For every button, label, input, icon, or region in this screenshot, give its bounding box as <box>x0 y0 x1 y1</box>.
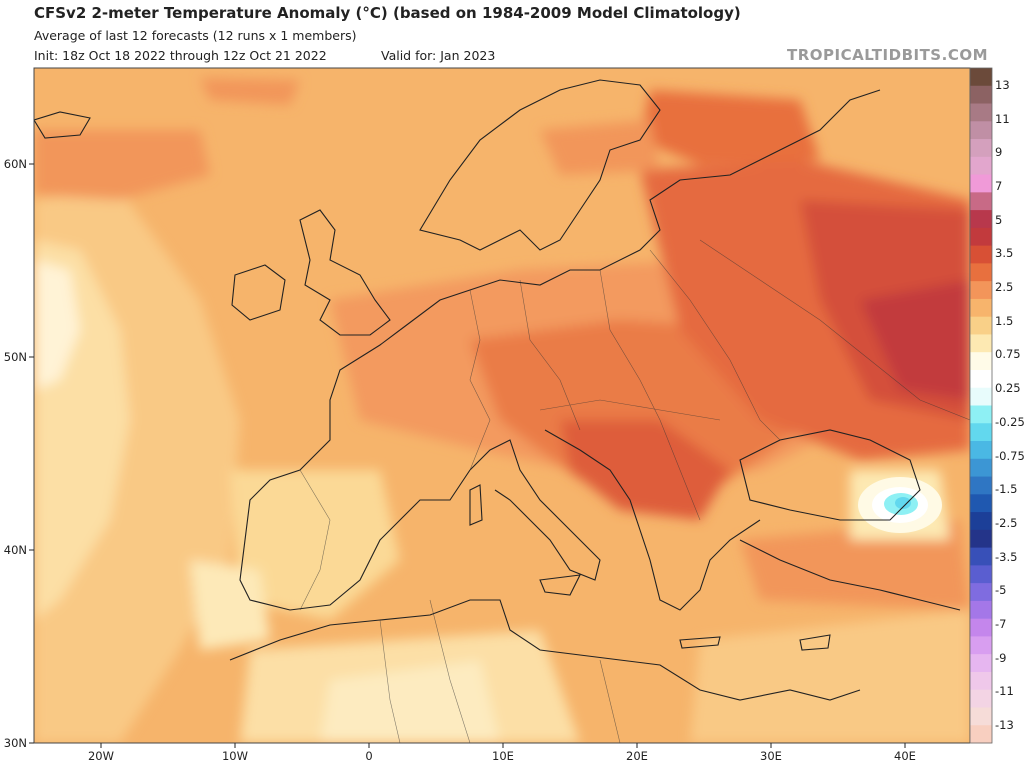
country-borders <box>299 239 970 743</box>
colorbar-swatch <box>970 512 992 531</box>
colorbar-label: -13 <box>995 718 1014 732</box>
colorbar-swatch <box>970 121 992 140</box>
colorbar-swatch <box>970 263 992 282</box>
colorbar-label: 7 <box>995 179 1003 194</box>
lon-tick-label: 10E <box>492 749 514 763</box>
colorbar-swatch <box>970 245 992 264</box>
colorbar-swatch <box>970 227 992 247</box>
colorbar-label: 13 <box>995 78 1010 92</box>
colorbar-label: -3.5 <box>995 549 1018 564</box>
colorbar-swatch <box>970 68 992 87</box>
colorbar-label: 3.5 <box>995 246 1014 261</box>
colorbar-label: -0.75 <box>995 448 1024 463</box>
colorbar-swatch <box>970 725 992 744</box>
colorbar-label: -5 <box>995 583 1007 598</box>
colorbar-swatch <box>970 174 992 193</box>
colorbar-swatch <box>970 334 992 353</box>
colorbar-swatch <box>970 387 992 406</box>
colorbar-label: 0.25 <box>995 381 1021 396</box>
colorbar-label: 0.75 <box>995 347 1021 362</box>
latitude-axis: 60N 50N 40N 30N <box>4 157 34 750</box>
colorbar-swatch <box>970 352 992 371</box>
colorbar-swatch <box>970 529 992 549</box>
colorbar-swatch <box>970 654 992 673</box>
init-time-text: Init: 18z Oct 18 2022 through 12z Oct 21… <box>34 48 327 63</box>
site-watermark: TROPICALTIDBITS.COM <box>787 46 988 64</box>
colorbar-swatch <box>970 156 992 176</box>
colorbar-swatch <box>970 103 992 122</box>
colorbar-swatch <box>970 441 992 460</box>
colorbar-frame <box>969 67 993 744</box>
colorbar-label: 2.5 <box>995 280 1014 295</box>
colorbar-swatch <box>970 316 992 335</box>
colorbar-label: -7 <box>995 616 1007 631</box>
colorbar-swatch <box>970 281 992 300</box>
colorbar-swatch <box>970 600 992 620</box>
colorbar-label: -0.25 <box>995 414 1024 429</box>
colorbar-swatch <box>970 210 992 229</box>
colorbar-swatch <box>970 583 992 602</box>
colorbar-swatch <box>970 192 992 211</box>
colorbar-swatch <box>970 636 992 655</box>
colorbar-swatch <box>970 85 992 105</box>
colorbar-label: 5 <box>995 212 1003 227</box>
colorbar-swatch <box>970 547 992 566</box>
valid-time-text: Valid for: Jan 2023 <box>381 48 496 63</box>
colorbar-swatch <box>970 423 992 442</box>
colorbar-swatch <box>970 298 992 318</box>
coastlines <box>34 79 961 701</box>
lon-tick-label: 40E <box>894 749 916 763</box>
lat-tick-label: 30N <box>4 736 27 750</box>
colorbar-label: 1.5 <box>995 313 1014 328</box>
colorbar-label: -2.5 <box>995 515 1018 530</box>
colorbar-label: -9 <box>995 650 1007 665</box>
chart-title: CFSv2 2-meter Temperature Anomaly (°C) (… <box>34 4 741 22</box>
colorbar-label: 9 <box>995 145 1003 160</box>
lat-tick-label: 50N <box>4 350 27 364</box>
lon-tick-label: 20W <box>88 749 114 763</box>
colorbar <box>969 67 993 744</box>
lon-tick-label: 10W <box>222 749 248 763</box>
colorbar-swatch <box>970 671 992 691</box>
lat-tick-label: 60N <box>4 157 27 171</box>
colorbar-swatch <box>970 458 992 478</box>
colorbar-label: -1.5 <box>995 482 1018 497</box>
colorbar-swatch <box>970 476 992 495</box>
colorbar-label: 11 <box>995 111 1010 126</box>
colorbar-swatch <box>970 139 992 158</box>
colorbar-swatch <box>970 618 992 637</box>
longitude-axis: 20W 10W 0 10E 20E 30E 40E <box>88 743 916 763</box>
anomaly-field <box>34 68 970 743</box>
colorbar-swatch <box>970 689 992 708</box>
colorbar-label: -11 <box>995 684 1014 699</box>
colorbar-swatch <box>970 565 992 584</box>
lon-tick-label: 30E <box>760 749 782 763</box>
lon-tick-label: 0 <box>365 749 372 763</box>
colorbar-swatch <box>970 707 992 726</box>
chart-subtitle: Average of last 12 forecasts (12 runs x … <box>34 28 357 43</box>
colorbar-swatch <box>970 494 992 513</box>
colorbar-swatch <box>970 405 992 424</box>
lat-tick-label: 40N <box>4 543 27 557</box>
colorbar-swatch <box>970 369 992 389</box>
lon-tick-label: 20E <box>626 749 648 763</box>
